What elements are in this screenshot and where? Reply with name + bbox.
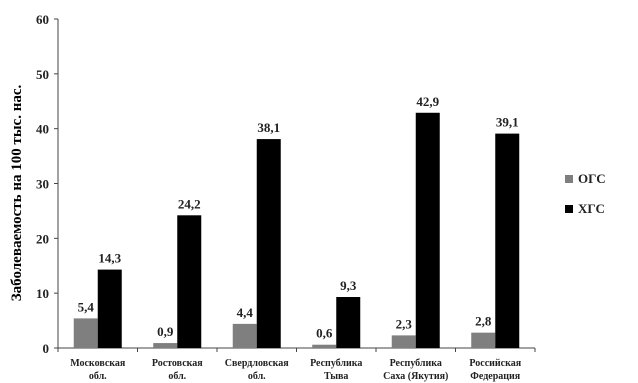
x-tick-label: Тыва xyxy=(324,371,348,382)
bar-ОГС xyxy=(232,323,257,348)
legend-swatch-ОГС xyxy=(565,175,573,183)
x-tick-label: обл. xyxy=(89,371,107,382)
x-tick-label: Республика xyxy=(310,358,362,369)
data-label: 4,4 xyxy=(237,305,254,320)
x-tick-label: обл. xyxy=(168,371,186,382)
data-label: 42,9 xyxy=(416,94,439,109)
data-label: 5,4 xyxy=(78,299,95,314)
bar-ХГС xyxy=(97,269,122,348)
bar-ОГС xyxy=(153,343,178,348)
y-tick-label: 30 xyxy=(36,177,49,192)
y-axis-title: Заболеваемость на 100 тыс. нас. xyxy=(9,84,25,301)
y-axis-title-group: Заболеваемость на 100 тыс. нас. xyxy=(9,84,25,301)
x-tick-label: Ростовская xyxy=(152,358,203,369)
data-label: 0,9 xyxy=(157,324,174,339)
bar-ХГС xyxy=(177,215,202,348)
x-tick-label: Российская xyxy=(469,358,521,369)
data-label: 2,3 xyxy=(396,316,413,331)
y-tick-label: 60 xyxy=(36,12,49,27)
legend-label-ХГС: ХГС xyxy=(578,201,605,216)
bar-ОГС xyxy=(312,344,337,348)
bar-ХГС xyxy=(495,133,520,348)
bar-ОГС xyxy=(73,318,98,348)
bar-ХГС xyxy=(336,297,361,348)
legend-swatch-ХГС xyxy=(565,205,573,213)
x-tick-label: обл. xyxy=(248,371,266,382)
y-tick-label: 20 xyxy=(36,231,49,246)
legend: ОГС ХГС xyxy=(565,171,606,216)
bar-ХГС xyxy=(256,139,281,348)
data-label: 38,1 xyxy=(257,120,280,135)
x-tick-label: Московская xyxy=(70,358,126,369)
data-label: 2,8 xyxy=(475,314,492,329)
data-label: 39,1 xyxy=(496,115,519,130)
data-label: 0,6 xyxy=(316,326,333,341)
data-label: 9,3 xyxy=(340,278,357,293)
bar-ОГС xyxy=(391,335,416,348)
bar-ХГС xyxy=(415,112,440,348)
x-tick-label: Саха (Якутия) xyxy=(383,371,448,382)
data-label: 24,2 xyxy=(178,196,201,211)
x-tick-label: Республика xyxy=(390,358,442,369)
x-tick-label: Свердловская xyxy=(225,358,289,369)
x-tick-label: Федерация xyxy=(470,371,520,382)
legend-label-ОГС: ОГС xyxy=(578,171,606,186)
bar-ОГС xyxy=(471,332,496,348)
y-tick-label: 10 xyxy=(36,286,49,301)
y-tick-label: 40 xyxy=(36,122,49,137)
y-tick-label: 50 xyxy=(36,67,49,82)
y-tick-label: 0 xyxy=(43,341,50,356)
plot-area: 0 10 20 30 40 50 60 5,4 14,3 Московская обл. 0,9 24,… xyxy=(36,12,536,382)
data-label: 14,3 xyxy=(98,251,121,266)
